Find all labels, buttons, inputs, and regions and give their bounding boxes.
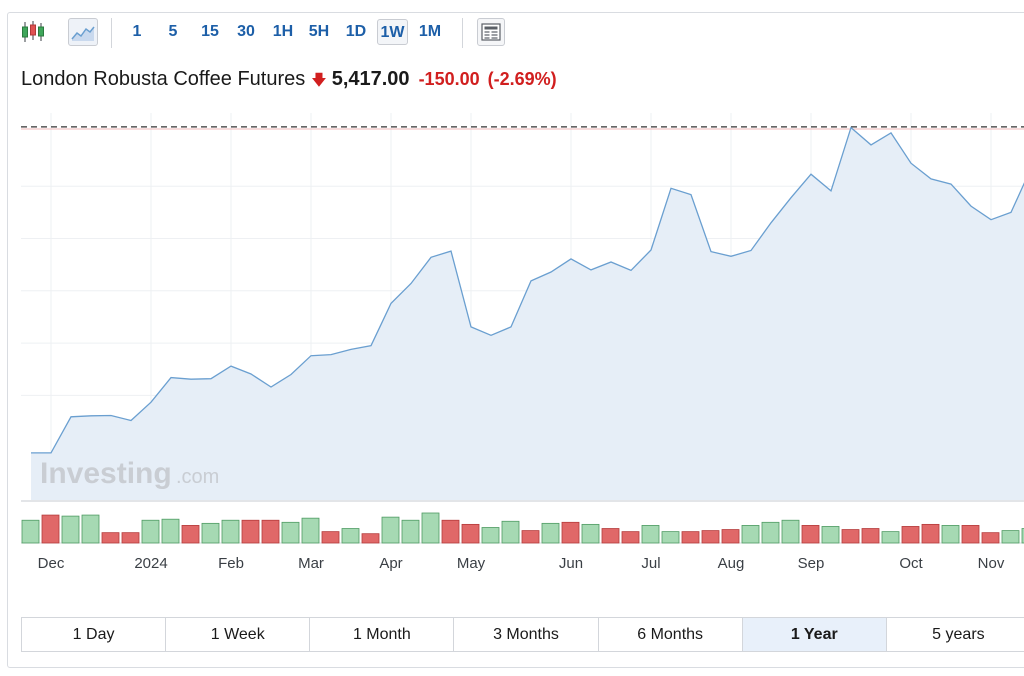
volume-bar [561, 521, 580, 544]
volume-bar [321, 531, 340, 544]
volume-bar [981, 532, 1000, 544]
x-axis-tick-label: Oct [899, 555, 923, 572]
candlestick-chart-icon[interactable] [18, 18, 48, 46]
volume-bar [881, 531, 900, 544]
interval-1m[interactable]: 1M [418, 23, 442, 40]
volume-bar [361, 533, 380, 544]
line-chart-icon[interactable] [68, 18, 98, 46]
volume-bar [381, 516, 400, 544]
volume-bar [1021, 528, 1024, 544]
volume-bar [841, 529, 860, 544]
volume-bar [541, 522, 560, 544]
x-axis-tick-label: May [457, 555, 486, 572]
volume-bar [521, 530, 540, 544]
volume-bar [781, 519, 800, 544]
range-1-year[interactable]: 1 Year [742, 617, 887, 652]
volume-bar [181, 525, 200, 544]
x-axis-tick-label: Nov [978, 555, 1005, 572]
x-axis-tick-label: 2024 [134, 555, 167, 572]
volume-bar [621, 531, 640, 544]
instrument-name: London Robusta Coffee Futures [21, 68, 306, 90]
chart-toolbar: 1 5 15 30 1H 5H 1D 1W 1M [0, 12, 1024, 52]
news-overlay-icon[interactable] [477, 18, 505, 46]
volume-bar [241, 519, 260, 544]
volume-bar [141, 519, 160, 544]
volume-bar [201, 522, 220, 544]
volume-bar [161, 518, 180, 544]
x-axis-tick-label: Sep [798, 555, 825, 572]
volume-bar [501, 520, 520, 544]
interval-5h[interactable]: 5H [308, 23, 330, 40]
volume-bar [1001, 530, 1020, 544]
volume-bar [61, 515, 80, 544]
interval-1h[interactable]: 1H [272, 23, 294, 40]
range-3-months[interactable]: 3 Months [454, 617, 599, 652]
range-5-years[interactable]: 5 years [886, 617, 1024, 652]
volume-bar [261, 519, 280, 544]
x-axis-tick-label: Jul [641, 555, 660, 572]
down-arrow-icon: 🡇 [311, 72, 327, 89]
volume-bar [921, 523, 940, 544]
volume-bar [281, 521, 300, 544]
x-axis-tick-label: Jun [559, 555, 583, 572]
volume-bar [661, 531, 680, 544]
last-price: 5,417.00 [331, 68, 410, 90]
volume-bar [701, 530, 720, 544]
volume-bar [821, 526, 840, 544]
range-6-months[interactable]: 6 Months [598, 617, 743, 652]
volume-bar [401, 519, 420, 544]
volume-bar [421, 512, 440, 544]
volume-bar [581, 523, 600, 544]
price-change: -150.00 [418, 69, 480, 89]
range-1-month[interactable]: 1 Month [310, 617, 455, 652]
x-axis-tick-label: Mar [298, 555, 324, 572]
x-axis-tick-label: Apr [379, 555, 402, 572]
volume-bar [601, 528, 620, 544]
range-1-day[interactable]: 1 Day [21, 617, 167, 652]
volume-bar [481, 527, 500, 544]
volume-bar [441, 519, 460, 544]
interval-15[interactable]: 15 [201, 23, 219, 40]
volume-bar [761, 521, 780, 544]
volume-bar [861, 528, 880, 544]
x-axis-tick-label: Feb [218, 555, 244, 572]
time-range-selector: 1 Day 1 Week 1 Month 3 Months 6 Months 1… [21, 617, 1024, 652]
volume-bar [801, 525, 820, 544]
watermark-logo-suffix: .com [176, 466, 219, 488]
interval-30[interactable]: 30 [237, 23, 255, 40]
volume-bar [301, 517, 320, 544]
volume-bar [81, 514, 100, 544]
price-change-percent: (-2.69%) [487, 69, 557, 89]
volume-bar [741, 525, 760, 544]
volume-bar [901, 526, 920, 544]
watermark-logo: Investing [40, 457, 172, 490]
range-1-week[interactable]: 1 Week [166, 617, 311, 652]
x-axis-tick-label: Dec [38, 555, 65, 572]
volume-bar [221, 519, 240, 544]
interval-1w[interactable]: 1W [377, 19, 408, 45]
toolbar-divider [111, 18, 112, 48]
interval-5[interactable]: 5 [168, 23, 178, 40]
volume-bar [121, 532, 140, 544]
volume-bar [681, 531, 700, 544]
volume-bar [341, 528, 360, 544]
interval-1d[interactable]: 1D [345, 23, 367, 40]
toolbar-divider [462, 18, 463, 48]
price-line [31, 126, 1024, 454]
volume-bar [101, 532, 120, 544]
interval-1[interactable]: 1 [132, 23, 142, 40]
volume-bar [961, 525, 980, 544]
volume-bar [461, 523, 480, 544]
x-axis-tick-label: Aug [718, 555, 745, 572]
price-area-fill [31, 127, 1024, 500]
volume-bar [21, 519, 40, 544]
volume-bar [641, 525, 660, 544]
instrument-header: London Robusta Coffee Futures 🡇 5,417.00… [21, 68, 557, 92]
volume-bar [721, 529, 740, 544]
volume-bar [41, 514, 60, 544]
volume-bar [941, 525, 960, 544]
